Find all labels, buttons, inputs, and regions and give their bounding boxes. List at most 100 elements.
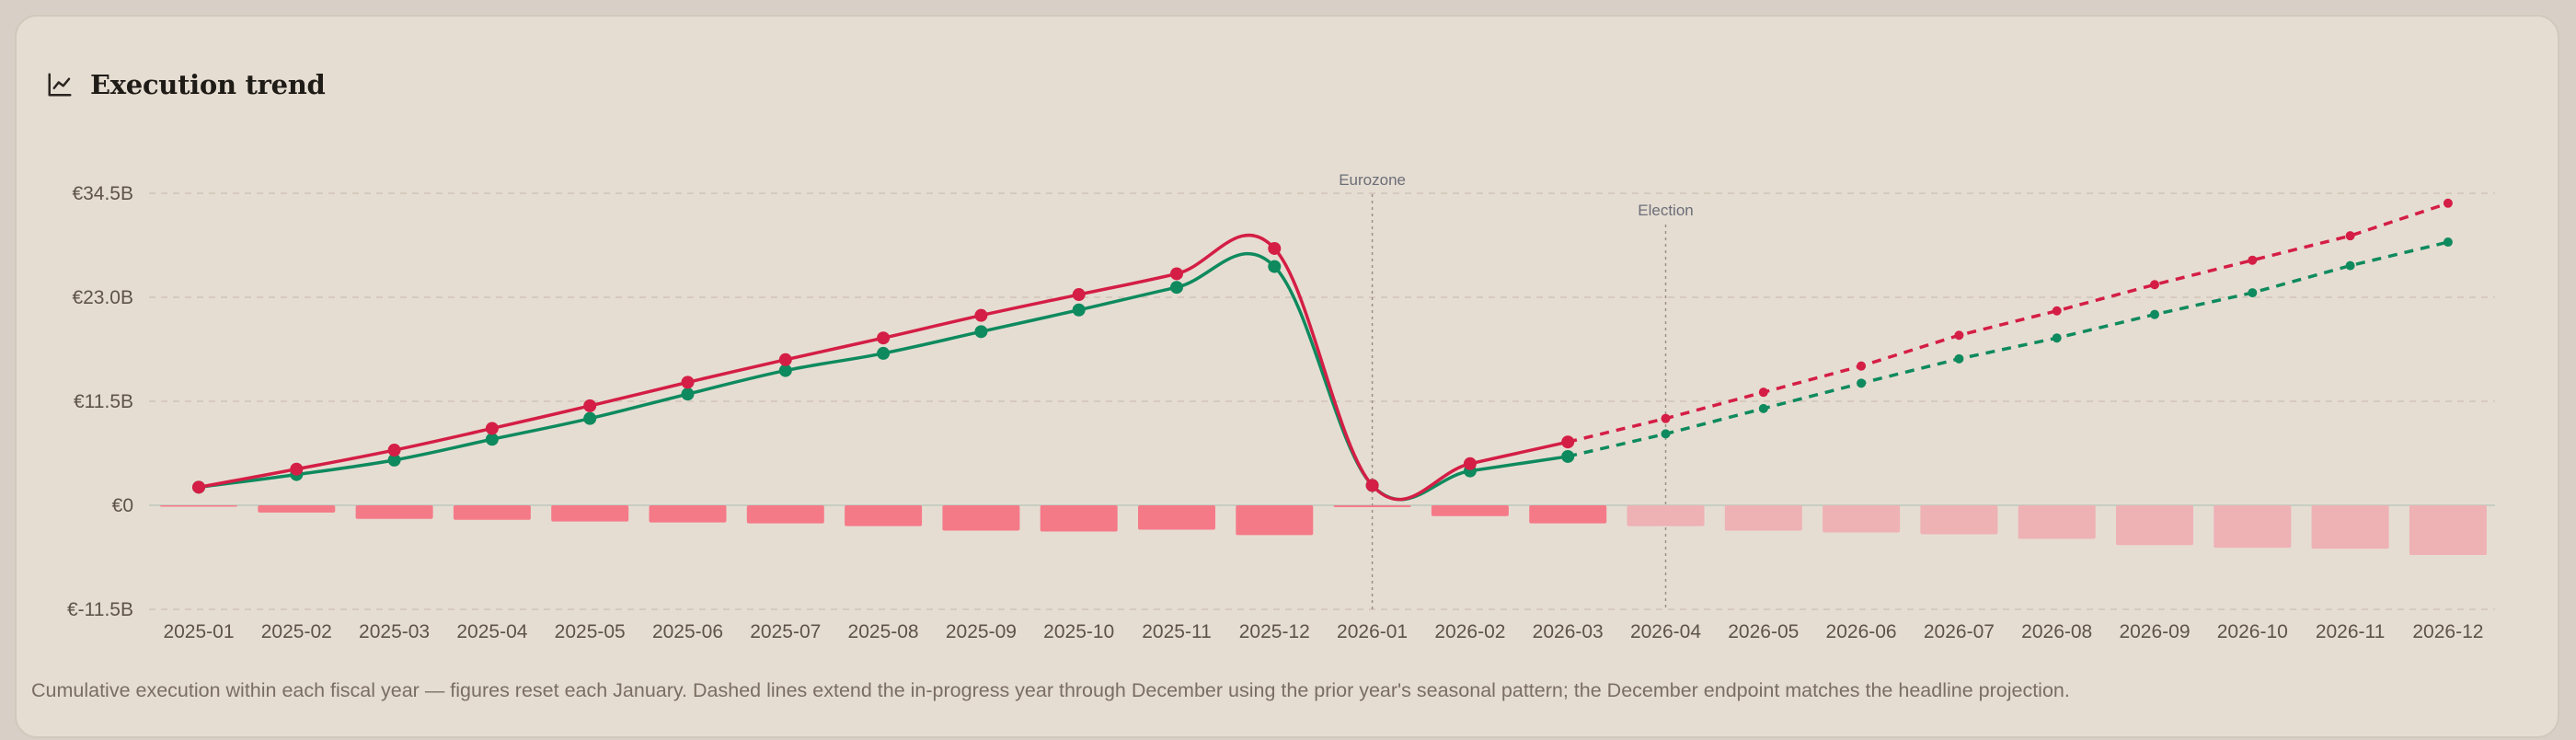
card-title: Execution trend <box>90 69 326 100</box>
x-tick-label: 2026-05 <box>1728 621 1799 642</box>
data-point <box>1268 260 1282 273</box>
data-point <box>2345 231 2355 241</box>
data-point <box>2248 255 2258 265</box>
data-point <box>1072 303 1086 317</box>
projection-line <box>1567 202 2449 444</box>
x-tick-label: 2026-10 <box>2217 621 2288 642</box>
bar <box>551 505 629 522</box>
data-point <box>2248 288 2258 298</box>
data-point <box>2345 260 2355 271</box>
data-point <box>1072 288 1086 302</box>
bar <box>1823 505 1901 533</box>
y-tick-label: €23.0B <box>72 287 133 308</box>
x-tick-label: 2025-02 <box>261 621 332 642</box>
data-point <box>974 325 988 339</box>
bar <box>1333 505 1411 507</box>
x-tick-label: 2026-12 <box>2412 621 2483 642</box>
bar <box>649 505 727 523</box>
x-tick-label: 2026-09 <box>2119 621 2190 642</box>
bar <box>453 505 531 520</box>
data-point <box>387 444 401 457</box>
annotation-label: Eurozone <box>1339 171 1406 189</box>
bar <box>1138 505 1215 530</box>
execution-trend-card <box>15 15 2559 738</box>
data-point <box>778 353 792 366</box>
bar <box>258 505 336 513</box>
bar <box>942 505 1020 531</box>
card-header: Execution trend <box>46 66 326 103</box>
data-point <box>583 399 597 412</box>
bar <box>2311 505 2389 549</box>
y-tick-label: €11.5B <box>74 391 133 412</box>
bar <box>1529 505 1607 524</box>
x-tick-label: 2026-11 <box>2316 621 2386 642</box>
data-point <box>2443 198 2453 208</box>
x-tick-label: 2025-05 <box>555 621 626 642</box>
data-point <box>485 422 499 435</box>
bar <box>2214 505 2292 549</box>
data-point <box>583 411 597 425</box>
x-tick-label: 2025-07 <box>750 621 821 642</box>
data-point <box>1954 330 1964 341</box>
data-point <box>1661 413 1671 423</box>
series-line <box>198 233 1569 502</box>
data-point <box>681 387 695 401</box>
data-point <box>1857 361 1867 371</box>
x-tick-label: 2025-04 <box>456 621 527 642</box>
data-point <box>387 453 401 467</box>
data-point <box>1758 387 1768 398</box>
chart-caption: Cumulative execution within each fiscal … <box>31 679 2070 701</box>
x-tick-label: 2025-10 <box>1043 621 1114 642</box>
data-point <box>290 462 304 476</box>
data-point <box>2443 237 2453 248</box>
y-tick-label: €-11.5B <box>67 599 133 620</box>
data-point <box>1954 353 1964 364</box>
bar <box>2018 505 2096 539</box>
x-tick-label: 2026-06 <box>1826 621 1897 642</box>
data-point <box>1170 267 1183 281</box>
x-tick-label: 2025-03 <box>359 621 430 642</box>
data-point <box>1661 429 1671 439</box>
x-tick-label: 2025-06 <box>652 621 723 642</box>
data-point <box>1170 281 1183 295</box>
x-tick-label: 2025-08 <box>848 621 919 642</box>
bar <box>355 505 433 519</box>
bar <box>2116 505 2193 546</box>
data-point <box>1463 457 1477 470</box>
data-point <box>1857 378 1867 388</box>
data-point <box>877 331 891 345</box>
bar <box>1236 505 1314 536</box>
bar <box>1920 505 1998 535</box>
data-point <box>192 480 205 494</box>
x-tick-label: 2026-07 <box>1924 621 1995 642</box>
y-tick-label: €0 <box>112 495 133 516</box>
bar <box>845 505 923 526</box>
bar <box>746 505 824 524</box>
x-tick-label: 2026-08 <box>2021 621 2092 642</box>
bar <box>160 505 237 507</box>
data-point <box>2150 280 2159 290</box>
data-point <box>2052 333 2062 343</box>
x-tick-label: 2026-02 <box>1434 621 1505 642</box>
data-point <box>1365 479 1379 492</box>
x-tick-label: 2025-12 <box>1239 621 1310 642</box>
bar <box>1040 505 1118 532</box>
series-line <box>198 251 1569 502</box>
bar <box>1431 505 1509 516</box>
data-point <box>485 433 499 446</box>
data-point <box>974 308 988 322</box>
x-tick-label: 2026-01 <box>1337 621 1408 642</box>
bar <box>1627 505 1705 526</box>
x-tick-label: 2025-11 <box>1142 621 1212 642</box>
x-tick-label: 2025-09 <box>946 621 1017 642</box>
data-point <box>2150 309 2159 319</box>
bar <box>2409 505 2487 556</box>
x-tick-label: 2025-01 <box>163 621 234 642</box>
data-point <box>1758 403 1768 413</box>
data-point <box>1561 449 1575 463</box>
data-point <box>1561 435 1575 449</box>
y-tick-label: €34.5B <box>72 183 133 204</box>
data-point <box>778 364 792 377</box>
data-point <box>2052 306 2062 316</box>
